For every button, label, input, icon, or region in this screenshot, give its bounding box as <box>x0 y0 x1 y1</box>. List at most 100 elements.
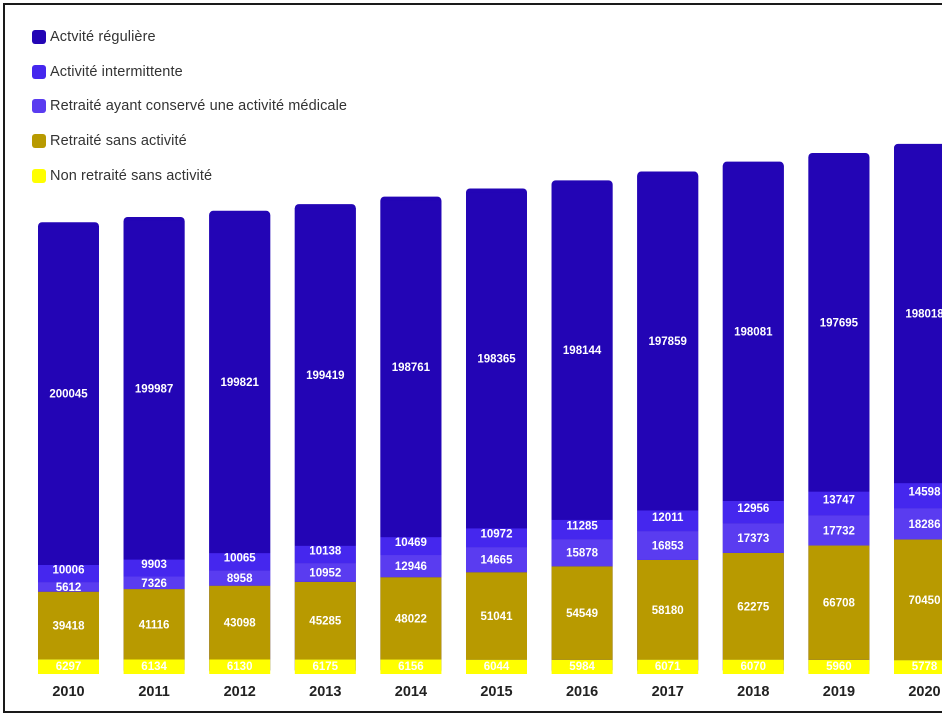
bar-value-label: 54549 <box>566 608 598 620</box>
bar-segment <box>294 208 356 546</box>
bar-segment <box>808 659 870 674</box>
bar-value-label: 199419 <box>306 370 344 382</box>
bar-segment <box>722 165 784 501</box>
bar-segment <box>808 156 870 492</box>
bar-value-label: 198081 <box>734 326 773 338</box>
bar-value-label: 43098 <box>224 618 257 630</box>
bar-segment <box>209 659 271 674</box>
bar-segment <box>637 531 699 560</box>
bar-value-label: 10469 <box>395 537 427 549</box>
bar-value-label: 51041 <box>481 611 514 623</box>
bar-segment <box>38 582 99 592</box>
x-tick-label: 2015 <box>480 684 512 700</box>
x-tick-label: 2016 <box>566 684 598 700</box>
bar-segment <box>466 192 527 529</box>
bar-segment <box>637 510 699 532</box>
bar-value-label: 10065 <box>224 553 257 565</box>
bar-segment <box>123 220 185 560</box>
bar-segment <box>894 483 942 509</box>
legend-item-retraite-activite-medicale[interactable]: Retraité ayant conservé une activité méd… <box>32 89 347 124</box>
bar-segment <box>551 519 613 540</box>
bar-segment <box>380 555 442 578</box>
x-tick-label: 2012 <box>224 684 256 700</box>
bar-segment <box>209 570 271 586</box>
bar-segment <box>38 591 99 660</box>
bar-value-label: 198761 <box>392 362 431 374</box>
bar-value-label: 14665 <box>481 555 514 567</box>
bar-value-label: 12946 <box>395 561 427 573</box>
bar-value-label: 10952 <box>309 567 341 579</box>
bar-segment <box>808 545 870 660</box>
bar-value-label: 197695 <box>820 317 859 329</box>
bar-value-label: 45285 <box>309 616 342 628</box>
bar-value-label: 6044 <box>484 661 510 673</box>
bar-value-label: 10138 <box>309 545 342 557</box>
legend-label: Actvité régulière <box>50 29 156 46</box>
bar-segment <box>551 184 613 520</box>
bar-segment <box>551 566 613 660</box>
bar-value-label: 198018 <box>905 308 942 320</box>
bar-segment <box>123 576 185 590</box>
bar-segment <box>294 545 356 564</box>
bar-segment <box>466 659 527 674</box>
bar-segment <box>808 515 870 546</box>
x-tick-label: 2010 <box>52 684 84 700</box>
bar-value-label: 15878 <box>566 548 599 560</box>
bar-value-label: 18286 <box>909 519 941 531</box>
bar-segment <box>466 572 527 660</box>
x-tick-label: 2013 <box>309 684 341 700</box>
x-tick-label: 2019 <box>823 684 855 700</box>
legend-item-retraite-sans-activite[interactable]: Retraité sans activité <box>32 124 347 159</box>
bar-value-label: 6071 <box>655 661 681 673</box>
bar-segment <box>894 660 942 674</box>
bar-segment <box>894 539 942 661</box>
bar-segment <box>38 564 99 583</box>
bar-value-label: 41116 <box>139 619 170 631</box>
bar-value-label: 39418 <box>53 620 86 632</box>
bar-value-label: 16853 <box>652 541 684 553</box>
bar-segment <box>380 537 442 556</box>
legend-item-non-retraite-sans-activite[interactable]: Non retraité sans activité <box>32 158 347 193</box>
bar-value-label: 10006 <box>53 565 85 577</box>
x-tick-label: 2018 <box>737 684 769 700</box>
bar-value-label: 6070 <box>741 661 767 673</box>
bar-segment <box>209 585 271 660</box>
bar-value-label: 197859 <box>649 336 687 348</box>
bar-value-label: 6130 <box>227 661 253 673</box>
bar-value-label: 11285 <box>566 520 598 532</box>
bar-segment <box>637 559 699 660</box>
bar-segment <box>380 577 442 660</box>
bar-segment <box>808 491 870 516</box>
bar-segment <box>722 659 784 674</box>
bar-value-label: 13747 <box>823 494 855 506</box>
bar-segment <box>294 563 356 582</box>
bar-segment <box>551 539 613 567</box>
bar-segment <box>123 559 185 577</box>
bar-value-label: 66708 <box>823 598 856 610</box>
bar-value-label: 9903 <box>141 559 167 571</box>
legend-swatch <box>32 168 46 183</box>
bar-value-label: 14598 <box>909 487 942 499</box>
bar-value-label: 5778 <box>912 661 938 673</box>
bar-value-label: 8958 <box>227 573 253 585</box>
bar-segment <box>294 581 356 660</box>
bar-value-label: 198365 <box>477 353 516 365</box>
x-tick-label: 2011 <box>138 684 169 700</box>
bar-segment <box>722 552 784 660</box>
bar-value-label: 6175 <box>313 661 339 673</box>
bar-segment <box>637 659 699 674</box>
legend-label: Retraité ayant conservé une activité méd… <box>50 98 348 115</box>
bar-value-label: 198144 <box>563 345 602 357</box>
legend-item-activite-intermittente[interactable]: Activité intermittente <box>32 55 347 90</box>
bar-segment <box>123 589 185 660</box>
bar-segment <box>38 226 99 565</box>
bar-value-label: 70450 <box>909 595 941 607</box>
bar-segment <box>380 200 442 538</box>
bar-segment <box>894 508 942 540</box>
legend-item-activite-reguliere[interactable]: Actvité régulière <box>32 20 347 55</box>
bar-value-label: 12011 <box>652 512 684 524</box>
bar-segment <box>551 659 613 674</box>
bar-segment <box>466 528 527 548</box>
bar-segment <box>209 214 271 554</box>
